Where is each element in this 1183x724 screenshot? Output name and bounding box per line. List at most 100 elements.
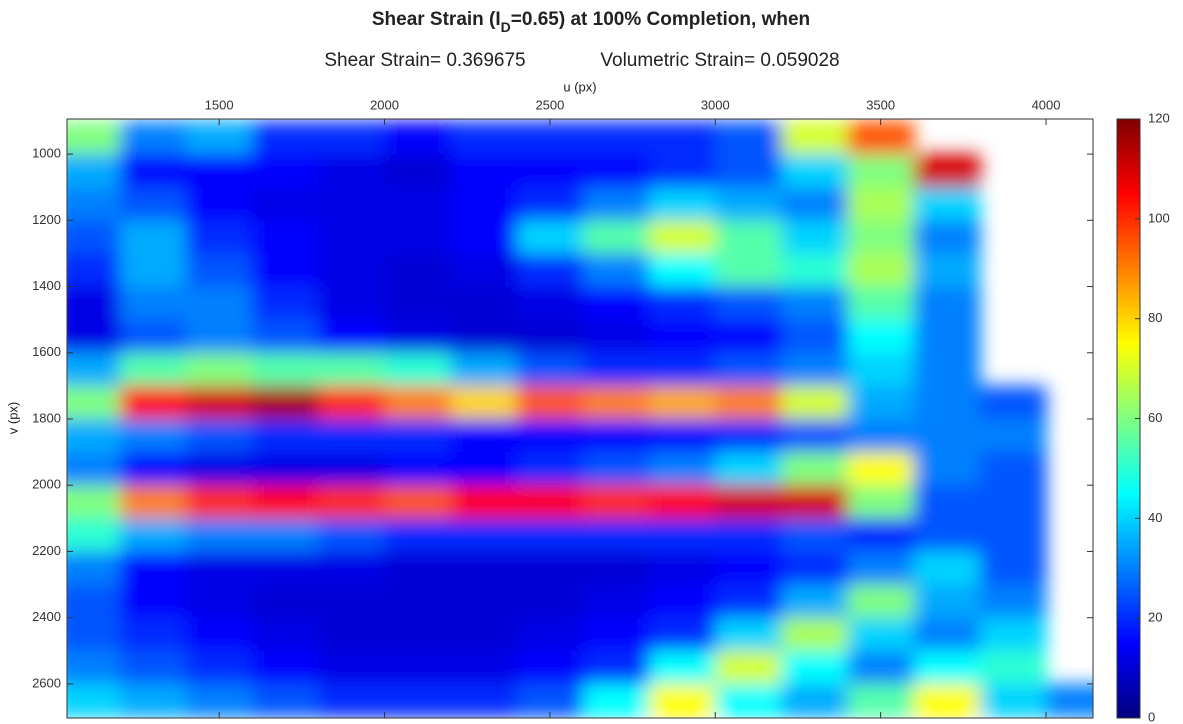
heatmap-cell (451, 253, 518, 287)
heatmap-cell (186, 154, 253, 188)
heatmap-cell (252, 187, 319, 221)
heatmap-cell (186, 551, 253, 585)
title-part: D (501, 19, 511, 35)
heatmap-cell (451, 485, 518, 519)
heatmap-cell (186, 320, 253, 354)
heatmap-cell (980, 585, 1047, 619)
x-axis-label: u (px) (563, 79, 596, 94)
heatmap-cell (583, 287, 650, 321)
heatmap-cell (318, 253, 385, 287)
heatmap-cell (715, 187, 782, 221)
heatmap-cell (385, 551, 452, 585)
heatmap (54, 121, 1113, 718)
heatmap-cell (252, 154, 319, 188)
heatmap-cell (649, 518, 716, 552)
heatmap-cell (54, 154, 121, 188)
heatmap-cell (120, 320, 187, 354)
colorbar-tick-label: 20 (1148, 610, 1162, 625)
heatmap-cell (385, 320, 452, 354)
heatmap-cell (318, 585, 385, 619)
heatmap-cell (120, 518, 187, 552)
heatmap-cell (318, 121, 385, 155)
heatmap-cell (318, 618, 385, 652)
heatmap-cell (914, 518, 981, 552)
heatmap-cell (252, 485, 319, 519)
heatmap-cell (583, 154, 650, 188)
colorbar-tick-label: 100 (1148, 210, 1170, 225)
heatmap-cell (252, 684, 319, 718)
heatmap-cell (451, 419, 518, 453)
heatmap-cell (583, 121, 650, 155)
page: {"chart_data": { "type": "heatmap", "tit… (0, 0, 1183, 724)
heatmap-cell (318, 452, 385, 486)
heatmap-cell (385, 154, 452, 188)
heatmap-cell (54, 651, 121, 685)
heatmap-cell (451, 386, 518, 420)
heatmap-cell (252, 353, 319, 387)
heatmap-cell (385, 386, 452, 420)
heatmap-cell (848, 353, 915, 387)
heatmap-cell (715, 220, 782, 254)
heatmap-cell (385, 651, 452, 685)
heatmap-cell (980, 551, 1047, 585)
heatmap-cell (715, 585, 782, 619)
heatmap-cell (54, 320, 121, 354)
chart-title: Shear Strain (ID=0.65) at 100% Completio… (372, 9, 810, 35)
heatmap-cell (54, 585, 121, 619)
heatmap-cell (649, 585, 716, 619)
heatmap-cell (54, 419, 121, 453)
heatmap-cell (781, 187, 848, 221)
heatmap-cell (517, 320, 584, 354)
heatmap-cell (848, 287, 915, 321)
heatmap-cell (517, 287, 584, 321)
heatmap-cell (120, 651, 187, 685)
heatmap-cell (318, 154, 385, 188)
heatmap-cell (54, 121, 121, 155)
heatmap-cell (451, 353, 518, 387)
heatmap-cell (385, 187, 452, 221)
heatmap-cell (186, 419, 253, 453)
heatmap-cell (649, 419, 716, 453)
heatmap-cell (848, 651, 915, 685)
heatmap-cell (451, 154, 518, 188)
heatmap-cell (781, 618, 848, 652)
heatmap-cell (649, 253, 716, 287)
colorbar-tick-label: 40 (1148, 510, 1162, 525)
heatmap-cell (252, 386, 319, 420)
heatmap-cell (120, 121, 187, 155)
heatmap-cell (980, 419, 1047, 453)
heatmap-cell (54, 253, 121, 287)
heatmap-cell (781, 353, 848, 387)
heatmap-cell (120, 220, 187, 254)
heatmap-cell (781, 485, 848, 519)
heatmap-cells (54, 121, 1113, 718)
heatmap-cell (848, 485, 915, 519)
heatmap-cell (451, 121, 518, 155)
heatmap-cell (318, 287, 385, 321)
heatmap-cell (120, 551, 187, 585)
heatmap-cell (781, 287, 848, 321)
heatmap-cell (781, 684, 848, 718)
heatmap-cell (252, 452, 319, 486)
heatmap-cell (715, 518, 782, 552)
x-tick-label: 3500 (866, 97, 895, 112)
heatmap-cell (120, 187, 187, 221)
heatmap-cell (120, 684, 187, 718)
heatmap-cell (318, 187, 385, 221)
heatmap-cell (120, 419, 187, 453)
heatmap-cell (120, 585, 187, 619)
heatmap-cell (649, 684, 716, 718)
heatmap-cell (451, 618, 518, 652)
heatmap-cell (385, 485, 452, 519)
heatmap-cell (54, 220, 121, 254)
heatmap-cell (451, 518, 518, 552)
heatmap-cell (848, 452, 915, 486)
subtitle: Shear Strain= 0.369675 (324, 50, 525, 71)
heatmap-cell (914, 585, 981, 619)
heatmap-cell (583, 551, 650, 585)
heatmap-cell (54, 485, 121, 519)
heatmap-cell (781, 585, 848, 619)
heatmap-cell (517, 386, 584, 420)
heatmap-cell (848, 585, 915, 619)
heatmap-cell (318, 684, 385, 718)
